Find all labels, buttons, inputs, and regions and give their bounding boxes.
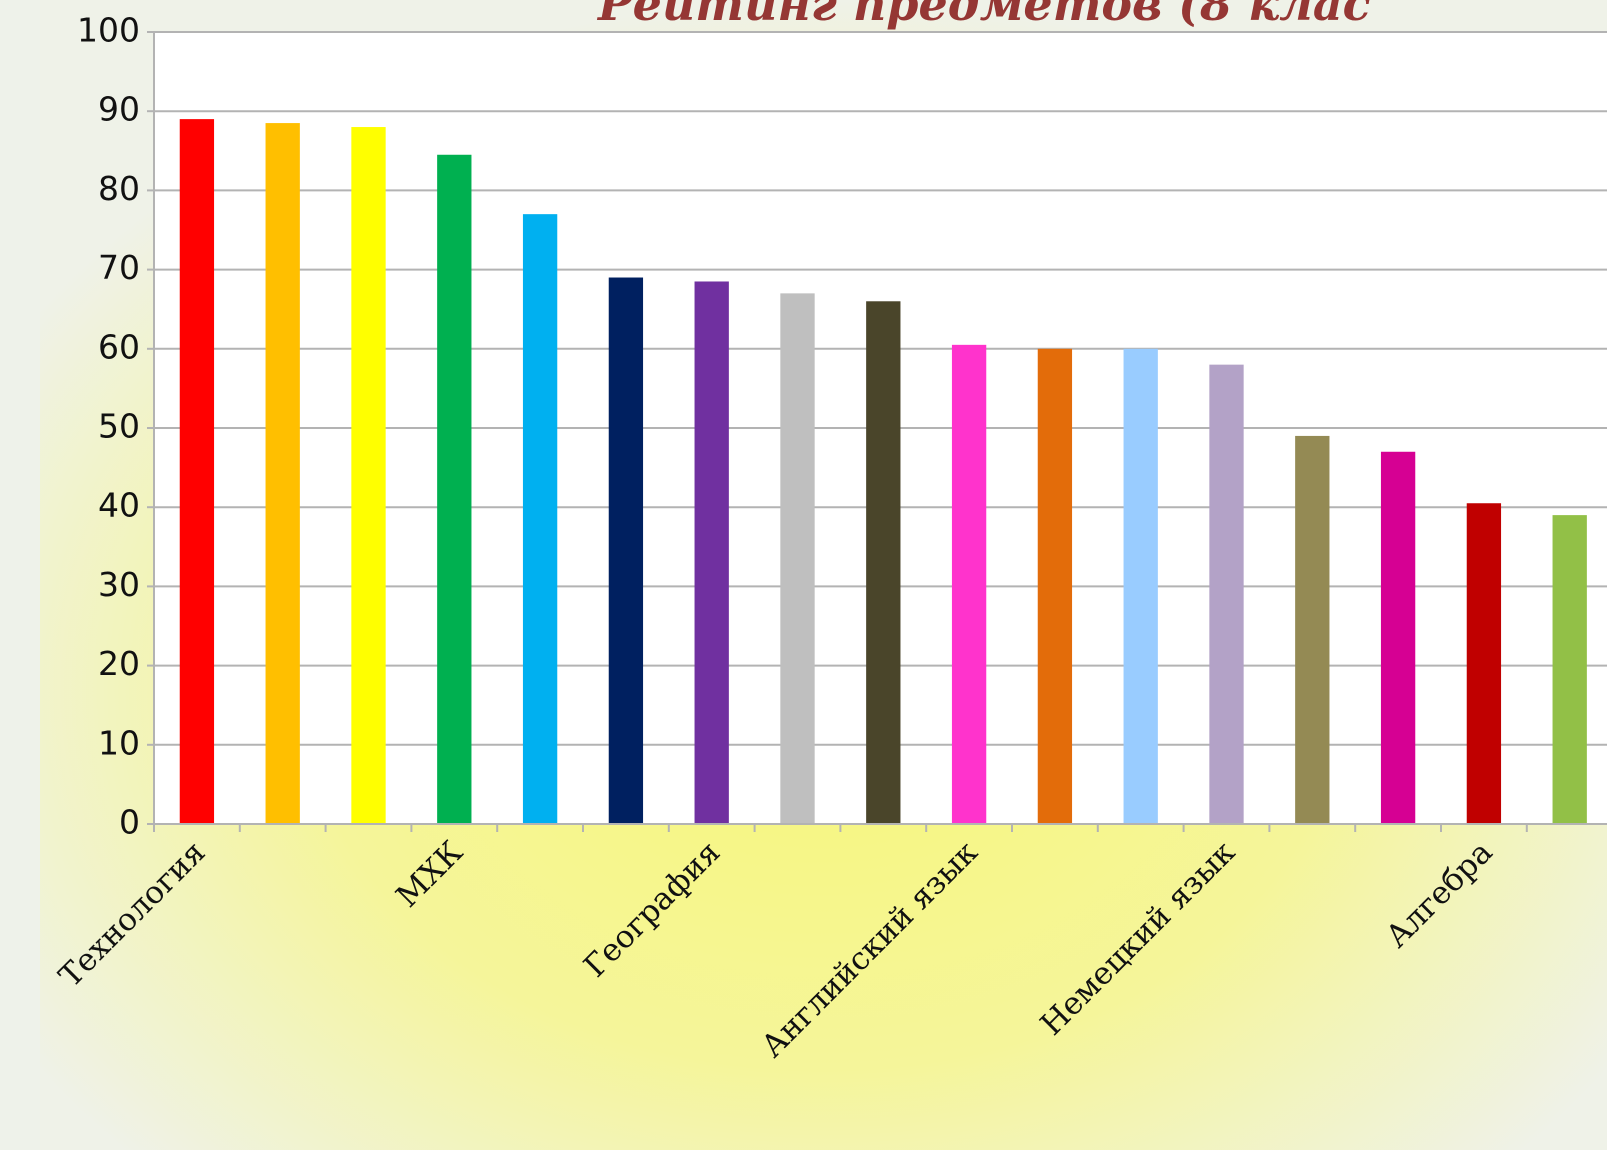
bar (780, 293, 815, 824)
bar (1209, 364, 1244, 824)
bar (265, 123, 300, 824)
bar (1552, 515, 1587, 824)
bar (1123, 348, 1158, 824)
y-tick-label: 30 (98, 565, 140, 604)
y-tick-label: 60 (98, 327, 140, 366)
bar (1380, 451, 1416, 824)
y-tick-label: 80 (98, 169, 140, 208)
y-tick-label: 20 (98, 644, 140, 683)
y-tick-label: 50 (98, 407, 140, 446)
bar (694, 281, 729, 825)
y-tick-label: 10 (98, 723, 140, 762)
bar (1037, 348, 1073, 824)
bar (522, 214, 558, 824)
y-tick-label: 40 (98, 486, 140, 525)
bar (608, 277, 644, 824)
chart-title: Рейтинг предметов (8 клас (596, 0, 1371, 31)
bar (951, 344, 987, 824)
bar (1295, 435, 1330, 824)
bar (866, 301, 901, 824)
bar (437, 154, 472, 824)
bar (179, 119, 215, 825)
y-tick-label: 70 (98, 248, 140, 287)
y-tick-label: 0 (119, 803, 140, 842)
y-tick-label: 90 (98, 90, 140, 129)
bar (1466, 503, 1502, 824)
bar (351, 127, 386, 825)
y-tick-label: 100 (77, 11, 140, 50)
